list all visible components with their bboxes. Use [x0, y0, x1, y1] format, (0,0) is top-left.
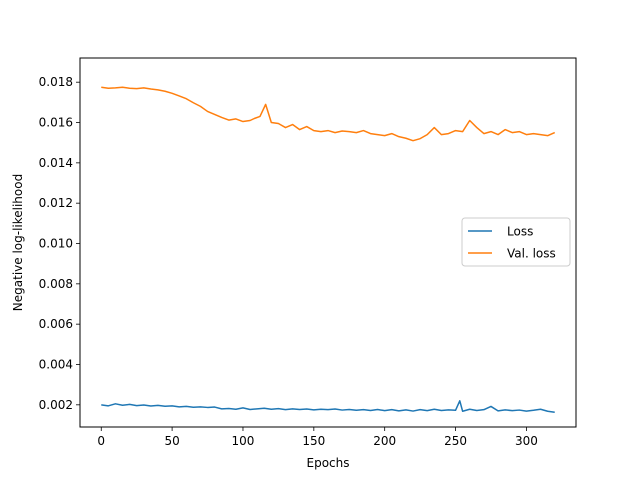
y-tick-label: 0.016 — [39, 116, 73, 130]
y-tick-label: 0.008 — [39, 277, 73, 291]
y-tick-label: 0.004 — [39, 357, 73, 371]
y-tick-label: 0.002 — [39, 398, 73, 412]
x-tick-label: 150 — [302, 434, 325, 448]
x-tick-label: 250 — [444, 434, 467, 448]
x-axis-label: Epochs — [307, 456, 350, 470]
series-line-val-loss — [101, 86, 556, 142]
y-tick-label: 0.010 — [39, 237, 73, 251]
y-tick-label: 0.018 — [39, 75, 73, 89]
series-line-loss — [101, 400, 555, 414]
y-tick-label: 0.014 — [39, 156, 73, 170]
legend-label-loss: Loss — [507, 225, 533, 239]
plot-frame — [79, 57, 577, 428]
legend-label-val-loss: Val. loss — [507, 247, 556, 261]
legend-box — [461, 217, 571, 267]
y-tick-label: 0.006 — [39, 317, 73, 331]
x-tick-label: 200 — [373, 434, 396, 448]
legend: Loss Val. loss — [461, 217, 571, 267]
x-tick-label: 50 — [164, 434, 179, 448]
x-tick-label: 300 — [515, 434, 538, 448]
y-axis-ticks: 0.002 0.004 0.006 0.008 0.010 0.012 0.014 0.016… — [39, 75, 80, 412]
y-axis-label: Negative log-likelihood — [11, 174, 25, 311]
x-axis-ticks: 0 50 100 150 200 250 300 — [97, 427, 538, 448]
x-tick-label: 100 — [232, 434, 255, 448]
plot-lines — [101, 86, 556, 414]
x-tick-label: 0 — [97, 434, 105, 448]
y-tick-label: 0.012 — [39, 196, 73, 210]
